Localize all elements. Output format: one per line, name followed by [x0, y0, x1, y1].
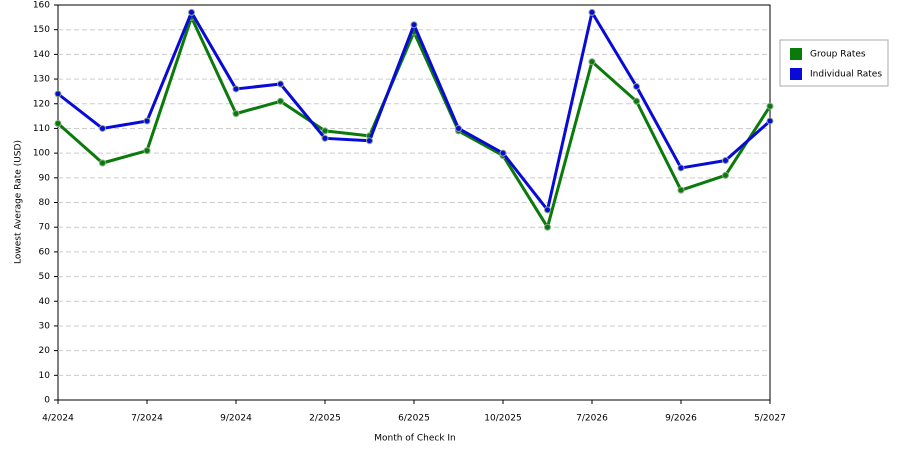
data-point [499, 149, 507, 157]
y-tick-label: 50 [39, 272, 51, 282]
data-point [54, 90, 62, 98]
data-point [766, 102, 774, 110]
y-tick-label: 0 [44, 396, 50, 406]
data-point [232, 110, 240, 118]
data-point [321, 134, 329, 142]
data-point [544, 206, 551, 214]
data-point [677, 164, 685, 172]
data-point [232, 85, 240, 93]
data-point [321, 127, 329, 135]
data-point [188, 8, 195, 16]
data-point [143, 117, 151, 125]
data-point [544, 223, 551, 231]
data-point [588, 8, 596, 16]
data-point [455, 124, 462, 132]
x-tick-label: 4/2024 [42, 414, 74, 424]
x-tick-label: 6/2025 [398, 414, 430, 424]
data-point [277, 97, 284, 105]
data-point [99, 124, 106, 132]
legend-swatch [790, 48, 802, 60]
data-point [677, 186, 685, 194]
legend-swatch [790, 68, 802, 80]
y-tick-label: 30 [39, 321, 51, 331]
data-point [722, 171, 729, 179]
data-point [54, 120, 62, 127]
data-point [766, 117, 774, 125]
y-tick-label: 110 [33, 124, 50, 134]
data-point [588, 58, 596, 66]
y-tick-label: 20 [39, 346, 51, 356]
data-point [722, 157, 729, 165]
data-point [277, 80, 284, 88]
y-tick-label: 120 [33, 99, 50, 109]
y-tick-label: 150 [33, 25, 50, 35]
y-tick-label: 70 [39, 223, 51, 233]
x-tick-label: 10/2025 [484, 414, 521, 424]
data-point [99, 159, 106, 167]
data-point [366, 137, 373, 145]
x-axis-label: Month of Check In [374, 434, 456, 444]
y-tick-label: 100 [33, 149, 50, 159]
y-tick-label: 40 [39, 297, 51, 307]
data-point [143, 147, 151, 155]
y-tick-label: 160 [33, 1, 50, 11]
y-tick-label: 90 [39, 173, 51, 183]
x-tick-label: 7/2024 [131, 414, 163, 424]
series-line [57, 10, 771, 212]
legend-label: Group Rates [810, 50, 866, 60]
x-tick-label: 9/2026 [665, 414, 697, 424]
data-point [633, 97, 640, 105]
x-tick-label: 5/2027 [754, 414, 786, 424]
legend-label: Individual Rates [810, 70, 882, 80]
y-axis-label: Lowest Average Rate (USD) [14, 140, 24, 264]
y-tick-label: 130 [33, 75, 50, 85]
data-point [633, 82, 640, 90]
y-tick-label: 10 [39, 371, 51, 381]
x-tick-label: 7/2026 [576, 414, 608, 424]
data-point [410, 21, 418, 29]
y-tick-label: 60 [39, 247, 51, 257]
x-tick-label: 2/2025 [309, 414, 341, 424]
series-line [57, 15, 772, 229]
y-tick-label: 140 [33, 50, 50, 60]
y-tick-label: 80 [39, 198, 51, 208]
x-tick-label: 9/2024 [220, 414, 252, 424]
